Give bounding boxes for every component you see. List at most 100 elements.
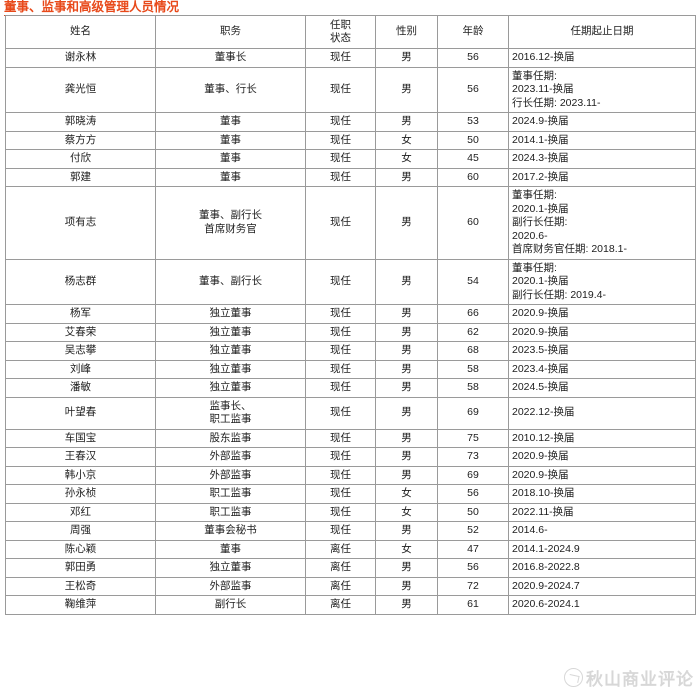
table-row: 王春汉 外部监事 现任男 73 2020.9-换届 — [5, 447, 696, 467]
cell-age: 58 — [437, 378, 509, 398]
cell-term: 2016.8-2022.8 — [508, 558, 696, 578]
cell-gender: 男 — [375, 396, 438, 430]
cell-age: 68 — [437, 341, 509, 361]
cell-status: 现任 — [305, 304, 376, 324]
cell-status: 现任 — [305, 428, 376, 448]
cell-age: 53 — [437, 112, 509, 132]
cell-status: 离任 — [305, 595, 376, 615]
table-row: 项有志 董事、副行长 首席财务官 现任男 60 董事任期: 2020.1-换届 副行长任… — [5, 186, 696, 260]
cell-term: 2020.9-换届 — [508, 465, 696, 485]
cell-position: 董事、副行长 首席财务官 — [155, 186, 306, 260]
cell-age: 61 — [437, 595, 509, 615]
cell-term: 董事任期: 2020.1-换届 副行长任期: 2020.6- 首席财务官任期: … — [508, 186, 696, 260]
cell-gender: 男 — [375, 428, 438, 448]
cell-position: 董事、行长 — [155, 66, 306, 113]
cell-status: 现任 — [305, 149, 376, 169]
table-row: 韩小京 外部监事 现任男 69 2020.9-换届 — [5, 465, 696, 485]
cell-gender: 男 — [375, 112, 438, 132]
cell-age: 66 — [437, 304, 509, 324]
cell-status: 现任 — [305, 396, 376, 430]
column-header-term: 任期起止日期 — [508, 15, 696, 49]
page-title: 董事、监事和高级管理人员情况 — [4, 0, 694, 16]
cell-position: 外部监事 — [155, 447, 306, 467]
cell-gender: 男 — [375, 258, 438, 305]
cell-term: 2020.9-换届 — [508, 322, 696, 342]
table-row: 孙永桢 职工监事 现任女 56 2018.10-换届 — [5, 484, 696, 504]
cell-status: 现任 — [305, 484, 376, 504]
cell-status: 现任 — [305, 48, 376, 68]
cell-gender: 女 — [375, 149, 438, 169]
table-row: 郭建 董事 现任男 60 2017.2-换届 — [5, 167, 696, 187]
cell-age: 75 — [437, 428, 509, 448]
column-header-name: 姓名 — [5, 15, 156, 49]
cell-gender: 男 — [375, 447, 438, 467]
cell-gender: 女 — [375, 130, 438, 150]
table-row: 龚光恒 董事、行长 现任男 56 董事任期: 2023.11-换届 行长任期: 2023… — [5, 66, 696, 113]
cell-status: 现任 — [305, 378, 376, 398]
cell-position: 独立董事 — [155, 304, 306, 324]
table-body: 谢永林 董事长 现任男 56 2016.12-换届 龚光恒 董事、行长 现任男 56 董事任期: … — [5, 48, 696, 615]
cell-status: 离任 — [305, 539, 376, 559]
cell-term: 2024.5-换届 — [508, 378, 696, 398]
cell-status: 现任 — [305, 66, 376, 113]
cell-term: 2014.1-2024.9 — [508, 539, 696, 559]
cell-term: 董事任期: 2020.1-换届 副行长任期: 2019.4- — [508, 258, 696, 305]
cell-gender: 男 — [375, 359, 438, 379]
cell-age: 73 — [437, 447, 509, 467]
column-header-age: 年龄 — [437, 15, 509, 49]
table-row: 陈心颖 董事 离任女 47 2014.1-2024.9 — [5, 539, 696, 559]
cell-name: 吴志攀 — [5, 341, 156, 361]
cell-term: 2024.9-换届 — [508, 112, 696, 132]
table-row: 艾春荣 独立董事 现任男 62 2020.9-换届 — [5, 322, 696, 342]
cell-status: 现任 — [305, 322, 376, 342]
table-row: 郭田勇 独立董事 离任男 56 2016.8-2022.8 — [5, 558, 696, 578]
table-header-row: 姓名 职务 任职 状态 性别 年龄 任期起止日期 — [5, 15, 696, 49]
cell-age: 72 — [437, 576, 509, 596]
cell-position: 董事长 — [155, 48, 306, 68]
cell-name: 王松奇 — [5, 576, 156, 596]
cell-term: 2020.9-换届 — [508, 304, 696, 324]
cell-term: 2018.10-换届 — [508, 484, 696, 504]
cell-status: 现任 — [305, 167, 376, 187]
cell-name: 周强 — [5, 521, 156, 541]
cell-status: 现任 — [305, 258, 376, 305]
cell-gender: 男 — [375, 378, 438, 398]
cell-name: 郭建 — [5, 167, 156, 187]
cell-name: 陈心颖 — [5, 539, 156, 559]
cell-position: 副行长 — [155, 595, 306, 615]
cell-term: 2014.1-换届 — [508, 130, 696, 150]
cell-position: 职工监事 — [155, 502, 306, 522]
cell-name: 潘敏 — [5, 378, 156, 398]
cell-position: 董事 — [155, 149, 306, 169]
cell-gender: 男 — [375, 167, 438, 187]
cell-name: 韩小京 — [5, 465, 156, 485]
cell-gender: 男 — [375, 341, 438, 361]
cell-position: 董事会秘书 — [155, 521, 306, 541]
watermark-text: 秋山商业评论 — [586, 670, 694, 689]
cell-term: 2020.9-2024.7 — [508, 576, 696, 596]
cell-status: 现任 — [305, 359, 376, 379]
cell-term: 2024.3-换届 — [508, 149, 696, 169]
cell-position: 董事 — [155, 112, 306, 132]
column-header-status: 任职 状态 — [305, 15, 376, 49]
cell-age: 50 — [437, 502, 509, 522]
cell-age: 45 — [437, 149, 509, 169]
cell-age: 52 — [437, 521, 509, 541]
cell-name: 郭晓涛 — [5, 112, 156, 132]
cell-term: 2023.4-换届 — [508, 359, 696, 379]
cell-gender: 男 — [375, 304, 438, 324]
column-header-gender: 性别 — [375, 15, 438, 49]
cell-status: 现任 — [305, 341, 376, 361]
cell-position: 外部监事 — [155, 576, 306, 596]
cell-name: 杨军 — [5, 304, 156, 324]
cell-age: 47 — [437, 539, 509, 559]
table-row: 杨志群 董事、副行长 现任男 54 董事任期: 2020.1-换届 副行长任期: 201… — [5, 258, 696, 305]
cell-status: 离任 — [305, 558, 376, 578]
cell-age: 56 — [437, 66, 509, 113]
cell-position: 股东监事 — [155, 428, 306, 448]
cell-gender: 男 — [375, 66, 438, 113]
cell-name: 郭田勇 — [5, 558, 156, 578]
staff-table: 姓名 职务 任职 状态 性别 年龄 任期起止日期 谢永林 董事长 现任男 56 2016… — [5, 15, 696, 615]
cell-gender: 男 — [375, 322, 438, 342]
